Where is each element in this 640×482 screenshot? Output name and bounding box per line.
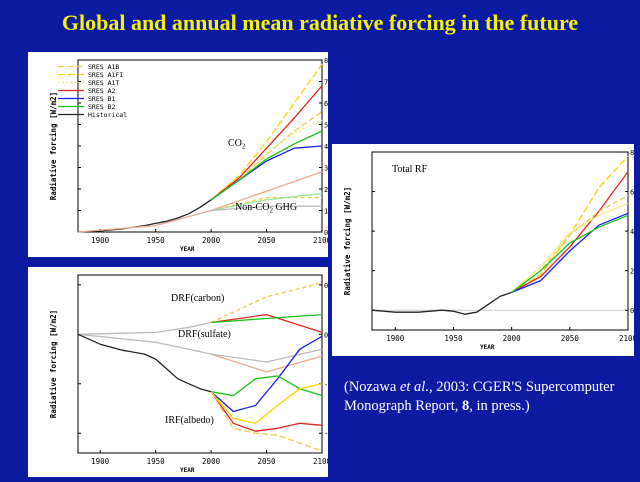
series-line [210, 119, 323, 201]
series-line [210, 391, 323, 432]
y-tick-label: 2 [630, 268, 634, 276]
plot-frame [77, 274, 323, 454]
x-tick-label: 1950 [444, 334, 463, 343]
series-line [211, 348, 323, 363]
annotation: CO2 [228, 138, 246, 151]
citation-prefix: (Nozawa [344, 379, 400, 395]
legend-entry: SRES A2 [88, 87, 115, 95]
x-tick-label: 1900 [386, 334, 405, 343]
legend-entry: SRES B2 [88, 103, 115, 111]
legend-entry: SRES A1T [88, 79, 119, 87]
legend-entry: SRES A1B [88, 63, 119, 71]
y-tick-label: 4 [630, 228, 634, 236]
y-tick-label: 8 [324, 57, 328, 65]
y-tick-label: 6 [630, 189, 634, 197]
y-tick-label: -1.0 [324, 430, 328, 438]
series-line [210, 192, 323, 212]
plot-frame [371, 151, 629, 331]
series-line [77, 321, 212, 335]
x-tick-label: 2000 [503, 334, 522, 343]
series-line [210, 353, 323, 373]
legend-entry: SRES A1FI [88, 71, 123, 79]
legend-entry: SRES B1 [88, 95, 115, 103]
x-tick-label: 2000 [202, 236, 221, 245]
y-tick-label: -0.5 [324, 381, 328, 389]
y-tick-label: 6 [324, 100, 328, 108]
annotation: Non-CO2 GHG [235, 202, 297, 215]
series-line [511, 212, 629, 294]
annotation: DRF(sulfate) [178, 329, 231, 340]
x-tick-label: 1900 [91, 457, 110, 466]
series-line [210, 383, 323, 424]
x-axis-label: YEAR [480, 344, 495, 351]
citation-volume: 8 [462, 398, 470, 414]
y-tick-label: 3 [324, 165, 328, 173]
x-tick-label: 2050 [258, 457, 277, 466]
series-line [210, 335, 323, 413]
citation-middle: , 2003: CGER'S Supercomputer Monograph R… [344, 379, 615, 414]
series-line [511, 155, 629, 293]
series-line [210, 85, 323, 201]
y-tick-label: 8 [630, 149, 634, 157]
series-line [511, 171, 629, 293]
citation-suffix: , in press.) [469, 398, 530, 414]
x-tick-label: 2050 [258, 236, 277, 245]
series-line [371, 291, 512, 315]
series-line [210, 196, 322, 212]
y-tick-label: 7 [324, 79, 328, 87]
x-tick-label: 1950 [147, 236, 166, 245]
series-line [77, 333, 212, 393]
y-axis-label: Radiative forcing [W/m2] [49, 310, 58, 418]
citation: (Nozawa et al., 2003: CGER'S Supercomput… [344, 378, 634, 416]
annotation: IRF(albedo) [165, 415, 214, 426]
series-line [211, 313, 323, 324]
x-axis-label: YEAR [180, 246, 195, 253]
x-tick-label: 2050 [561, 334, 580, 343]
annotation-suffix: GHG [273, 202, 297, 213]
annotation-subscript: 2 [269, 207, 273, 215]
y-tick-label: 5 [324, 122, 328, 130]
legend-entry: Historical [88, 111, 127, 119]
slide-title: Global and annual mean radiative forcing… [61, 10, 579, 35]
x-tick-label: 1950 [147, 457, 166, 466]
series-line [511, 202, 629, 293]
y-tick-label: 0.5 [324, 282, 328, 290]
series-line [211, 313, 323, 334]
x-tick-label: 2000 [202, 457, 221, 466]
series-line [77, 333, 212, 355]
series-line [210, 130, 323, 201]
series-line [511, 214, 629, 293]
annotation-subscript: 2 [242, 143, 246, 151]
annotation: Total RF [392, 164, 428, 175]
series-line [211, 205, 322, 212]
y-tick-label: 0 [324, 229, 328, 237]
series-line [210, 391, 323, 452]
x-axis-label: YEAR [180, 467, 195, 474]
y-tick-label: 0 [630, 307, 634, 315]
series-line [210, 282, 323, 324]
annotation: DRF(carbon) [171, 293, 224, 304]
series-line [210, 375, 323, 397]
series-line [210, 63, 323, 201]
y-tick-label: 1 [324, 208, 328, 216]
y-axis-label: Radiative forcing [W/m2] [343, 187, 352, 295]
citation-etal: et al. [399, 379, 429, 395]
y-tick-label: 2 [324, 186, 328, 194]
y-tick-label: 4 [324, 143, 328, 151]
x-tick-label: 1900 [91, 236, 110, 245]
y-axis-label: Radiative forcing [W/m2] [49, 92, 58, 200]
y-tick-label: 0 [324, 331, 328, 339]
